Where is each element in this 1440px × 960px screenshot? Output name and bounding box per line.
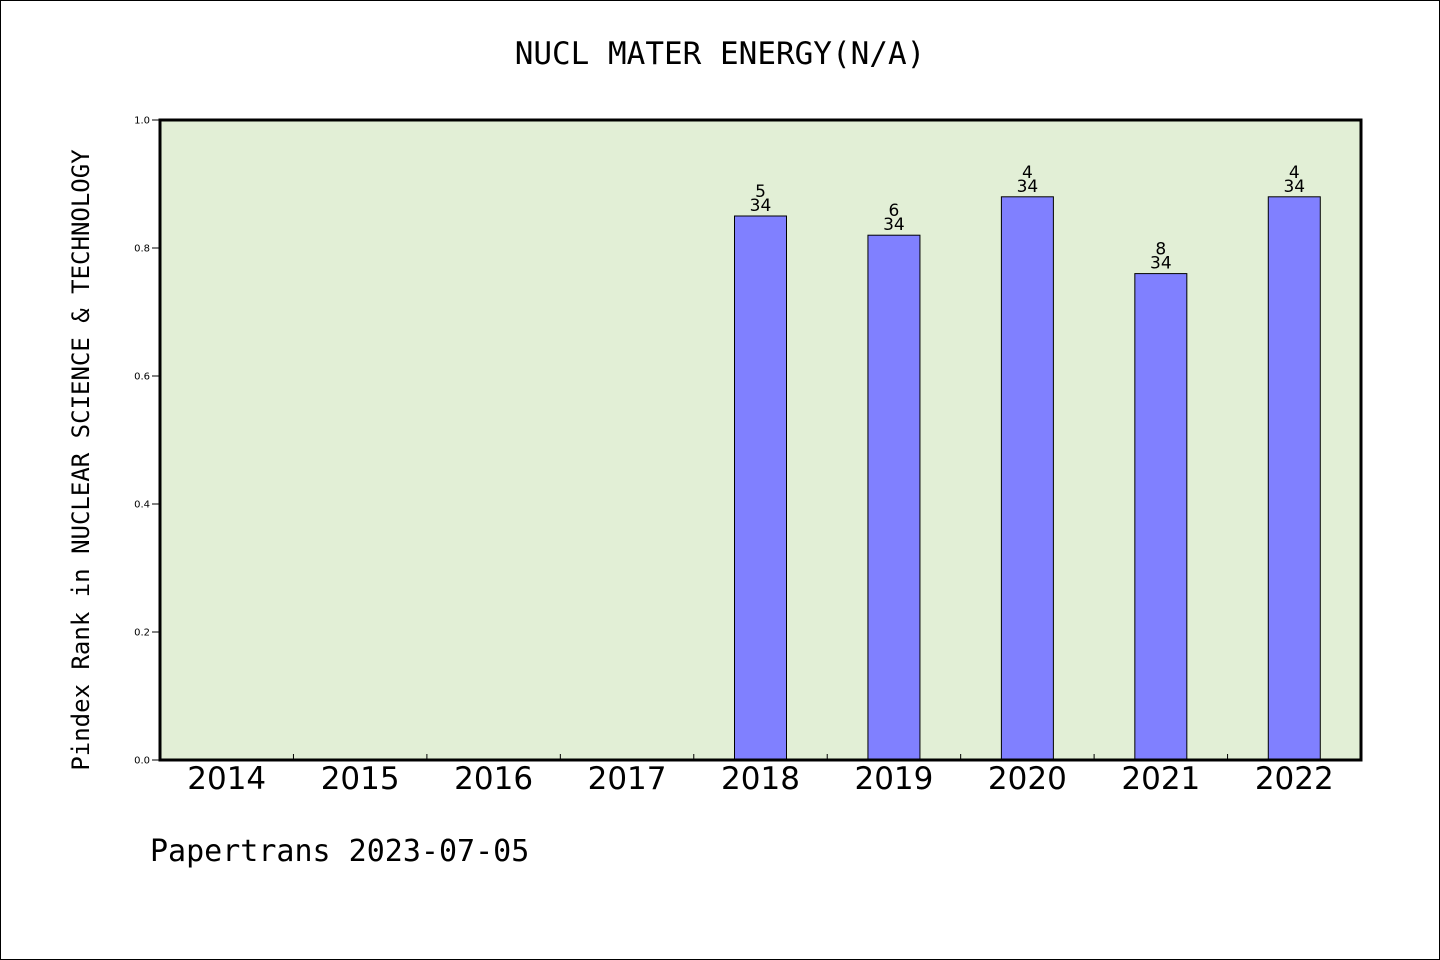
plot-border	[158, 118, 1363, 762]
bar-rank-label: 6	[889, 201, 900, 221]
x-tick-label: 2016	[454, 761, 533, 797]
bar-rank-label: 8	[1155, 240, 1166, 260]
bar	[734, 215, 787, 761]
bar-rank-label: 4	[1022, 163, 1033, 183]
y-tick-label: 1.0	[134, 116, 150, 127]
x-tick-label: 2014	[187, 761, 266, 797]
bar-rank-label: 4	[1289, 163, 1300, 183]
x-tick-label: 2020	[988, 761, 1067, 797]
y-tick-label: 0.6	[134, 372, 150, 383]
bar-total-label: 34	[883, 215, 905, 235]
x-tick-label: 2018	[721, 761, 800, 797]
bar-total-label: 34	[1017, 177, 1039, 197]
bar	[1267, 196, 1321, 761]
footer-credit: Papertrans 2023-07-05	[150, 834, 530, 869]
x-tick-label: 2022	[1255, 761, 1334, 797]
y-tick-label: 0.0	[134, 756, 150, 767]
y-tick-label: 0.2	[134, 628, 150, 639]
chart-title: NUCL MATER ENERGY(N/A)	[514, 36, 926, 72]
bar-total-label: 34	[1150, 254, 1172, 274]
x-tick-label: 2015	[321, 761, 400, 797]
y-tick-label: 0.4	[134, 500, 150, 511]
bar-rank-label: 5	[755, 182, 766, 202]
y-tick-label: 0.8	[134, 244, 150, 255]
x-tick-label: 2019	[854, 761, 933, 797]
bar	[867, 234, 921, 761]
x-tick-label: 2017	[588, 761, 667, 797]
bar	[1134, 273, 1188, 761]
bar	[1000, 196, 1054, 761]
x-tick-label: 2021	[1121, 761, 1200, 797]
bar-total-label: 34	[1283, 177, 1305, 197]
bar-total-label: 34	[750, 196, 772, 216]
